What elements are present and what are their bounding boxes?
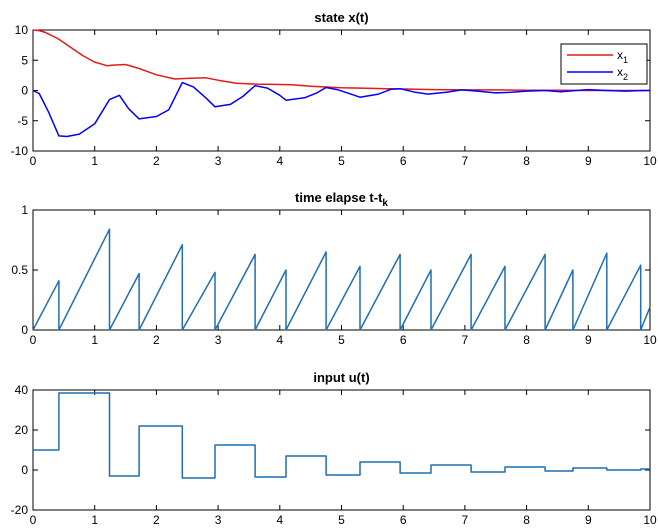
y-tick-label: 40 xyxy=(15,383,29,397)
y-tick-label: -10 xyxy=(11,144,29,158)
x-tick-label: 8 xyxy=(523,154,530,168)
x-tick-label: 6 xyxy=(400,154,407,168)
y-tick-label: -20 xyxy=(11,503,29,517)
x-tick-label: 8 xyxy=(523,333,530,347)
panel-title-text: input u(t) xyxy=(313,370,369,385)
x-tick-label: 7 xyxy=(462,333,469,347)
legend-label-name: x xyxy=(617,65,623,79)
x-tick-label: 2 xyxy=(153,333,160,347)
x-tick-label: 7 xyxy=(462,154,469,168)
y-tick-label: 0 xyxy=(21,84,28,98)
x-tick-label: 6 xyxy=(400,333,407,347)
series-line-1 xyxy=(32,29,650,92)
x-tick-label: 7 xyxy=(462,513,469,527)
x-tick-label: 3 xyxy=(215,154,222,168)
x-tick-label: 9 xyxy=(585,333,592,347)
axes-box xyxy=(32,389,651,511)
x-tick-label: 10 xyxy=(643,154,657,168)
panel-title-subscript: k xyxy=(382,198,388,209)
x-tick-label: 5 xyxy=(338,154,345,168)
x-tick-label: 1 xyxy=(91,513,98,527)
x-tick-label: 3 xyxy=(215,513,222,527)
panel-title: time elapse t-tk xyxy=(295,190,388,209)
panel-title-text: state x(t) xyxy=(314,10,368,25)
x-tick-label: 4 xyxy=(276,513,283,527)
x-tick-label: 9 xyxy=(585,513,592,527)
x-tick-label: 2 xyxy=(153,154,160,168)
axes-box xyxy=(32,209,651,331)
panel-title-text: time elapse t-t xyxy=(295,190,383,205)
x-tick-label: 8 xyxy=(523,513,530,527)
x-tick-label: 9 xyxy=(585,154,592,168)
panel-2: time elapse t-tk 0 1 2 3 4 5 6 7 8 9 10 0 0.5 1 xyxy=(11,190,657,347)
y-tick-label: 0 xyxy=(21,463,28,477)
legend-label-subscript: 2 xyxy=(623,72,628,82)
legend-label-subscript: 1 xyxy=(623,55,628,65)
x-tick-label: 6 xyxy=(400,513,407,527)
series-line-2 xyxy=(32,81,650,138)
legend-box xyxy=(560,43,648,85)
x-tick-label: 1 xyxy=(91,333,98,347)
y-tick-label: 10 xyxy=(15,23,29,37)
y-tick-label: 20 xyxy=(15,423,29,437)
panel-title: input u(t) xyxy=(313,370,369,385)
y-tick-label: 5 xyxy=(21,53,28,67)
y-tick-label: 0 xyxy=(21,323,28,337)
series-line-1 xyxy=(32,228,651,331)
x-tick-label: 3 xyxy=(215,333,222,347)
legend-label: x1 xyxy=(617,48,628,65)
y-tick-label: -5 xyxy=(17,114,28,128)
x-tick-label: 10 xyxy=(643,333,657,347)
legend-label: x2 xyxy=(617,65,628,82)
x-tick-label: 1 xyxy=(91,154,98,168)
x-tick-label: 4 xyxy=(276,154,283,168)
x-tick-label: 10 xyxy=(643,513,657,527)
x-tick-label: 0 xyxy=(30,513,37,527)
x-tick-label: 2 xyxy=(153,513,160,527)
x-tick-label: 0 xyxy=(30,154,37,168)
y-tick-label: 1 xyxy=(21,203,28,217)
x-tick-label: 0 xyxy=(30,333,37,347)
x-tick-label: 5 xyxy=(338,333,345,347)
series-line-1 xyxy=(33,392,650,479)
x-tick-label: 5 xyxy=(338,513,345,527)
panel-title: state x(t) xyxy=(314,10,368,25)
y-tick-label: 0.5 xyxy=(11,263,28,277)
legend-label-name: x xyxy=(617,48,623,62)
x-tick-label: 4 xyxy=(276,333,283,347)
